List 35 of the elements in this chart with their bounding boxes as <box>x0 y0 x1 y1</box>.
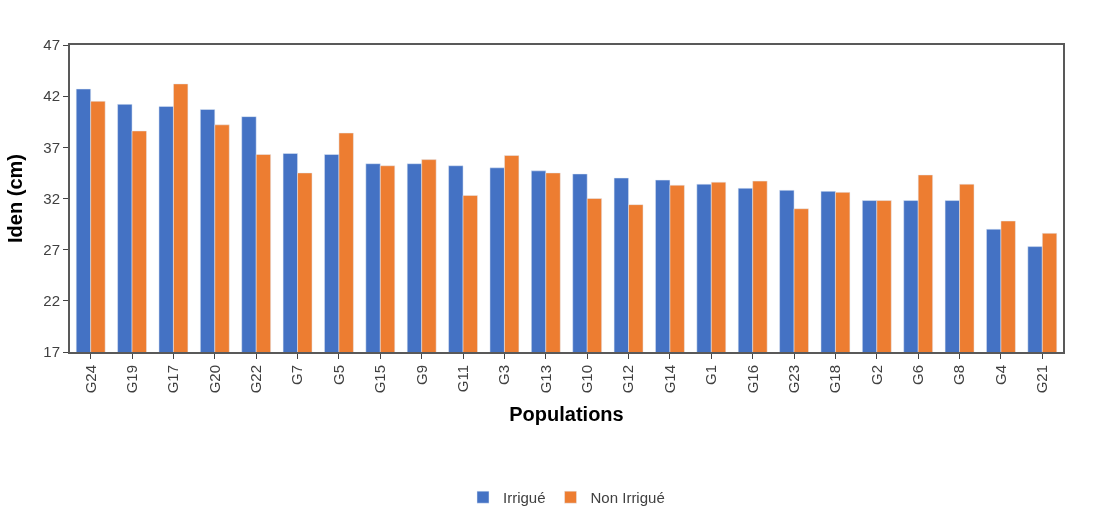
y-tick-label: 22 <box>43 292 60 310</box>
x-tick-label: G14 <box>660 365 678 394</box>
x-tick-label: G10 <box>578 365 596 394</box>
legend-label: Non Irrigué <box>590 489 665 507</box>
x-tick-label: G9 <box>412 365 430 386</box>
x-tick-label: G8 <box>950 365 968 386</box>
y-tick-label: 47 <box>43 36 60 54</box>
x-tick-label: G3 <box>495 365 513 386</box>
y-tick-label: 17 <box>43 343 60 361</box>
x-tick-label: G21 <box>1033 365 1051 394</box>
y-tick-label: 42 <box>43 87 60 105</box>
x-tick-label: G15 <box>371 365 389 394</box>
x-axis-title: Populations <box>509 403 624 426</box>
x-tick-label: G6 <box>909 365 927 386</box>
x-tick-label: G7 <box>288 365 306 386</box>
x-tick-label: G13 <box>536 365 554 394</box>
x-tick-label: G12 <box>619 365 637 394</box>
x-tick-label: G18 <box>826 365 844 394</box>
x-tick-label: G22 <box>247 365 265 394</box>
x-tick-label: G11 <box>453 365 471 393</box>
y-tick-label: 27 <box>43 240 60 258</box>
x-tick-label: G2 <box>867 365 885 386</box>
x-tick-label: G20 <box>205 365 223 394</box>
x-tick-label: G17 <box>164 365 182 394</box>
x-tick-label: G23 <box>784 365 802 394</box>
legend-label: Irrigué <box>503 489 546 507</box>
y-axis-title: Iden (cm) <box>4 154 27 243</box>
x-tick-label: G4 <box>991 365 1009 386</box>
x-tick-label: G16 <box>743 365 761 394</box>
x-tick-label: G19 <box>122 365 140 394</box>
y-tick-label: 32 <box>43 189 60 207</box>
x-tick-label: G5 <box>329 365 347 386</box>
y-tick-label: 37 <box>43 138 60 156</box>
x-tick-label: G1 <box>702 365 720 386</box>
x-tick-label: G24 <box>81 365 99 394</box>
